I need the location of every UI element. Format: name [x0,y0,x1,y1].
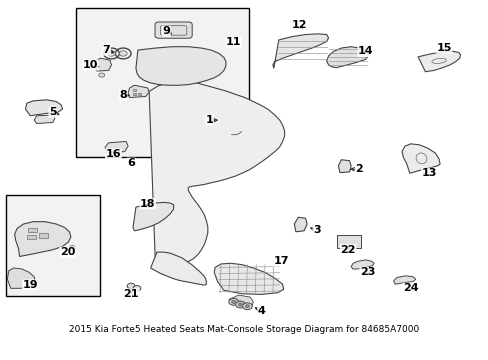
Polygon shape [34,115,55,123]
Text: 2015 Kia Forte5 Heated Seats Mat-Console Storage Diagram for 84685A7000: 2015 Kia Forte5 Heated Seats Mat-Console… [69,325,419,334]
Circle shape [242,303,252,310]
Polygon shape [393,276,415,284]
Circle shape [133,285,141,291]
Circle shape [107,51,115,56]
Polygon shape [150,252,206,285]
Text: 15: 15 [435,43,451,53]
Polygon shape [401,144,439,173]
Bar [133,89,136,91]
Polygon shape [326,47,368,68]
Text: 22: 22 [340,245,355,255]
Circle shape [119,51,127,56]
Text: 18: 18 [140,199,155,209]
Text: 20: 20 [60,247,75,257]
Polygon shape [15,222,71,257]
Text: 23: 23 [359,267,375,278]
Polygon shape [133,202,173,231]
Text: 24: 24 [402,283,418,293]
Text: 7: 7 [102,45,110,55]
Polygon shape [350,260,373,269]
Bar [27,234,36,239]
Text: 13: 13 [421,168,436,178]
Polygon shape [294,217,306,232]
Text: 10: 10 [82,60,98,70]
Circle shape [99,73,104,77]
Polygon shape [136,47,225,85]
Text: 17: 17 [273,256,288,266]
Text: 3: 3 [312,225,320,235]
Polygon shape [228,295,253,306]
Polygon shape [272,34,328,68]
Circle shape [69,246,75,250]
Text: 16: 16 [105,149,121,159]
Polygon shape [128,85,149,98]
Text: 14: 14 [357,46,373,57]
Polygon shape [417,51,460,72]
Circle shape [235,301,245,308]
FancyBboxPatch shape [6,194,100,296]
Text: 19: 19 [22,280,38,290]
FancyBboxPatch shape [155,22,192,38]
Text: 2: 2 [355,164,363,174]
Bar [28,228,37,232]
Polygon shape [214,263,283,294]
Text: 12: 12 [291,21,306,30]
FancyBboxPatch shape [337,235,361,248]
Text: 5: 5 [49,107,57,117]
Polygon shape [338,160,350,172]
Circle shape [228,298,238,305]
Text: 11: 11 [225,37,241,47]
Circle shape [244,305,249,308]
Text: 6: 6 [127,158,135,168]
Text: 1: 1 [205,115,213,125]
FancyBboxPatch shape [76,8,249,157]
Bar [39,234,48,238]
Bar [138,93,141,95]
Text: 8: 8 [119,90,127,100]
Polygon shape [95,58,111,71]
Polygon shape [105,141,128,153]
Circle shape [238,303,243,306]
Bar [133,93,136,95]
Text: 4: 4 [257,306,265,316]
Polygon shape [149,81,284,267]
Text: 21: 21 [123,289,139,299]
Polygon shape [7,268,35,288]
Text: 9: 9 [162,26,170,36]
Polygon shape [25,100,62,116]
Circle shape [127,283,135,289]
Circle shape [231,300,236,303]
